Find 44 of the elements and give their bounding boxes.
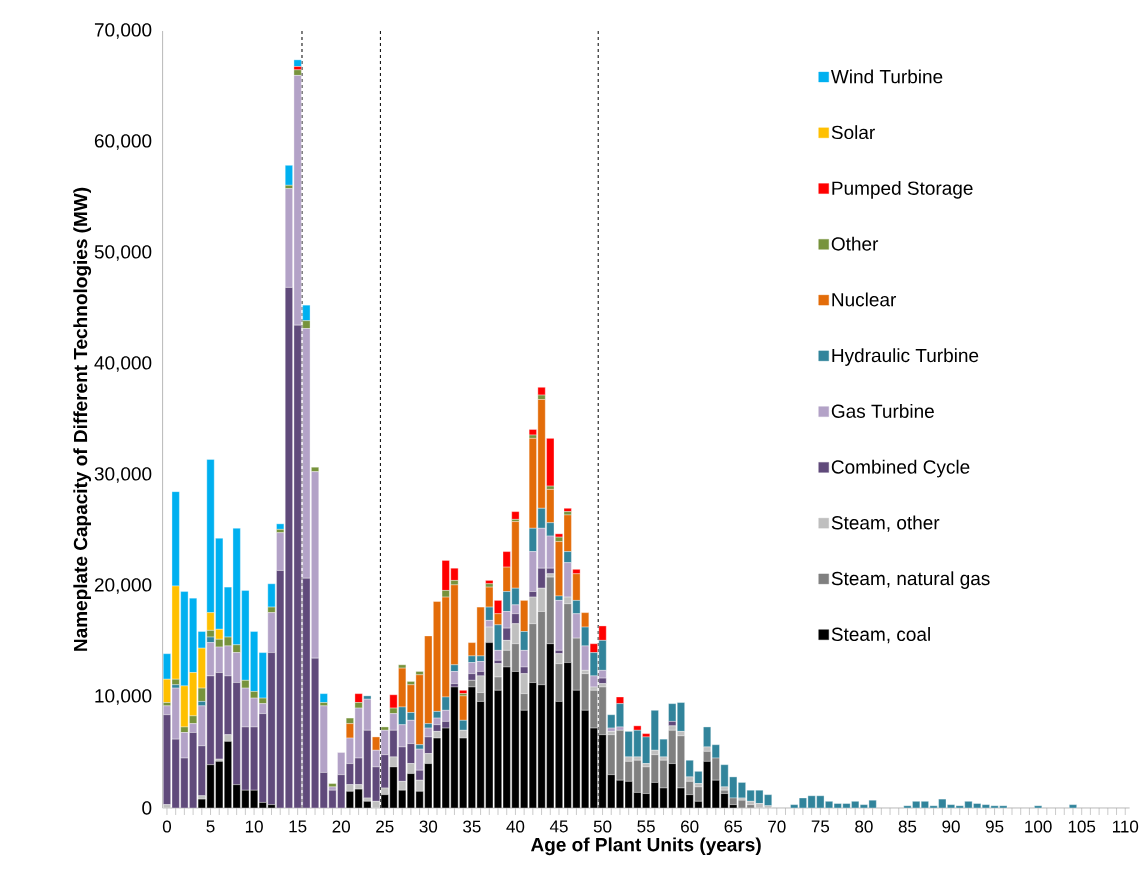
y-axis-title: Nameplate Capacity of Different Technologies (MW): [73, 187, 92, 651]
x-tick-label: 85: [898, 820, 917, 833]
x-axis-title: Age of Plant Units (years): [530, 837, 761, 856]
x-tick-label: 100: [1025, 820, 1052, 833]
x-tick-label: 30: [419, 820, 438, 833]
x-tick-label: 45: [549, 820, 568, 833]
x-tick-label: 25: [376, 820, 394, 833]
x-tick-label: 55: [637, 820, 655, 833]
x-tick-label: 60: [681, 820, 699, 833]
y-tick-label: 50,000: [94, 245, 152, 261]
x-tick-label: 50: [593, 820, 612, 833]
x-tick-label: 10: [245, 820, 263, 833]
legend-label: Nuclear: [832, 292, 897, 307]
x-tick-label: 35: [463, 820, 481, 833]
x-tick-label: 40: [506, 820, 525, 833]
x-tick-label: 5: [206, 820, 215, 833]
x-tick-label: 95: [985, 820, 1004, 833]
y-tick-label: 60,000: [94, 134, 152, 150]
legend-label: Steam, natural gas: [831, 571, 990, 589]
y-tick-label: 40,000: [94, 356, 152, 372]
legend-label: Other: [831, 236, 879, 251]
legend-label: Hydraulic Turbine: [832, 348, 979, 366]
x-tick-label: 80: [855, 820, 873, 833]
y-tick-label: 30,000: [94, 467, 152, 483]
x-tick-label: 105: [1068, 820, 1096, 833]
legend-label: Solar: [831, 125, 875, 140]
y-tick-label: 10,000: [95, 689, 152, 705]
legend-label: Wind Turbine: [830, 69, 943, 84]
legend-label: Pumped Storage: [832, 180, 973, 199]
y-tick-label: 70,000: [94, 23, 152, 39]
legend-label: Gas Turbine: [831, 403, 934, 418]
x-tick-label: 70: [768, 820, 786, 833]
x-tick-label: 90: [942, 820, 960, 833]
y-tick-label: 20,000: [94, 578, 152, 594]
x-tick-label: 20: [332, 820, 350, 833]
x-tick-label: 65: [724, 820, 742, 833]
y-tick-label: 0: [142, 801, 152, 815]
x-tick-label: 110: [1113, 820, 1139, 833]
x-tick-label: 0: [162, 820, 172, 833]
x-tick-label: 75: [811, 820, 830, 833]
legend-label: Combined Cycle: [831, 459, 970, 478]
x-tick-label: 15: [289, 820, 307, 833]
legend-label: Steam, coal: [831, 627, 930, 644]
legend-label: Steam, other: [831, 515, 940, 532]
